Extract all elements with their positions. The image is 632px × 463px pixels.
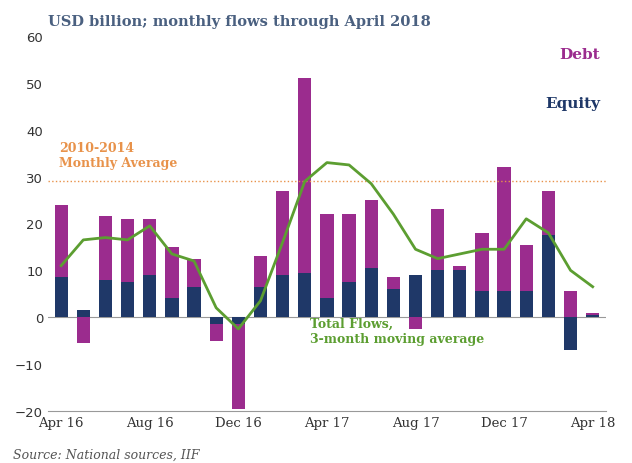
Bar bbox=[276, 191, 289, 275]
Bar bbox=[210, 318, 223, 325]
Text: 2010-2014
Monthly Average: 2010-2014 Monthly Average bbox=[59, 142, 178, 169]
Bar bbox=[387, 289, 400, 318]
Bar bbox=[276, 275, 289, 318]
Bar bbox=[431, 271, 444, 318]
Bar bbox=[210, 325, 223, 341]
Bar bbox=[54, 278, 68, 318]
Bar bbox=[365, 200, 378, 269]
Bar bbox=[188, 287, 201, 318]
Bar bbox=[165, 247, 178, 299]
Bar bbox=[475, 292, 489, 318]
Bar bbox=[165, 299, 178, 318]
Bar bbox=[188, 259, 201, 287]
Bar bbox=[254, 257, 267, 287]
Text: Total Flows,
3-month moving average: Total Flows, 3-month moving average bbox=[310, 318, 484, 345]
Text: Source: National sources, IIF: Source: National sources, IIF bbox=[13, 448, 199, 461]
Bar bbox=[232, 318, 245, 325]
Bar bbox=[520, 292, 533, 318]
Bar bbox=[143, 219, 156, 275]
Bar bbox=[121, 219, 134, 282]
Text: Debt: Debt bbox=[560, 48, 600, 62]
Bar bbox=[586, 313, 599, 315]
Bar bbox=[99, 280, 112, 318]
Bar bbox=[365, 269, 378, 318]
Bar bbox=[298, 273, 312, 318]
Bar bbox=[76, 318, 90, 343]
Bar bbox=[121, 282, 134, 318]
Bar bbox=[520, 245, 533, 292]
Bar bbox=[431, 210, 444, 271]
Bar bbox=[409, 275, 422, 318]
Bar bbox=[586, 315, 599, 318]
Bar bbox=[475, 233, 489, 292]
Bar bbox=[343, 215, 356, 282]
Bar bbox=[343, 282, 356, 318]
Bar bbox=[143, 275, 156, 318]
Bar bbox=[232, 325, 245, 409]
Bar bbox=[54, 205, 68, 278]
Bar bbox=[409, 318, 422, 329]
Text: USD billion; monthly flows through April 2018: USD billion; monthly flows through April… bbox=[48, 15, 430, 29]
Bar bbox=[453, 266, 466, 271]
Bar bbox=[564, 292, 577, 318]
Bar bbox=[542, 236, 555, 318]
Bar bbox=[298, 79, 312, 273]
Bar bbox=[387, 278, 400, 289]
Text: Equity: Equity bbox=[545, 97, 600, 111]
Bar bbox=[497, 292, 511, 318]
Bar bbox=[497, 168, 511, 292]
Bar bbox=[254, 287, 267, 318]
Bar bbox=[564, 318, 577, 350]
Bar bbox=[542, 191, 555, 236]
Bar bbox=[320, 299, 334, 318]
Bar bbox=[76, 311, 90, 318]
Bar bbox=[99, 217, 112, 280]
Bar bbox=[453, 271, 466, 318]
Bar bbox=[320, 215, 334, 299]
